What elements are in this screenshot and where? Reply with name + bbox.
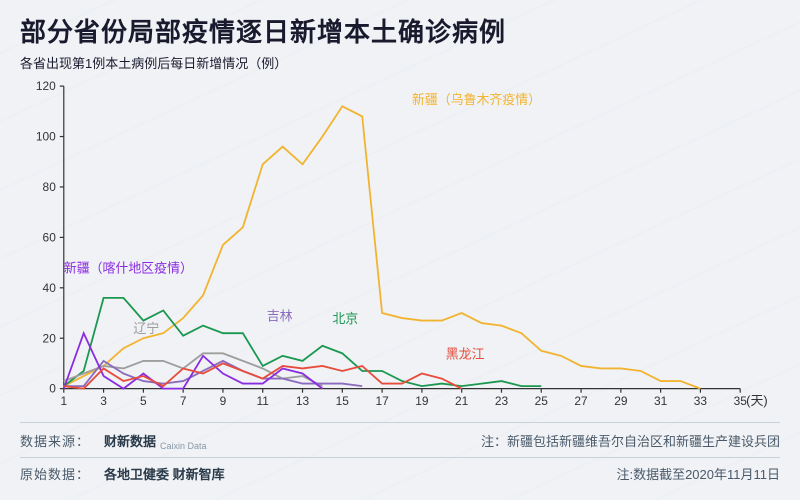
x-tick-label: 7: [180, 394, 187, 408]
series-xinjiang_urumqi: [64, 106, 701, 388]
x-tick-label: 35: [734, 394, 748, 408]
footer-note-2: 注:数据截至2020年11月11日: [616, 464, 780, 483]
chart-subtitle: 各省出现第1例本土病例后每日新增情况（例）: [0, 53, 800, 78]
y-tick-label: 80: [43, 180, 57, 194]
x-tick-label: 19: [415, 394, 429, 408]
source-sub: Caixin Data: [160, 441, 207, 451]
x-tick-label: 1: [60, 394, 67, 408]
chart-area: 0204060801001201357911131517192123252729…: [0, 78, 800, 413]
y-tick-label: 40: [43, 281, 57, 295]
x-tick-label: 27: [574, 394, 588, 408]
x-tick-label: 9: [220, 394, 227, 408]
footer-note-1: 注：新疆包括新疆维吾尔自治区和新疆生产建设兵团: [481, 431, 780, 450]
series-label-xinjiang_kashgar: 新疆（喀什地区疫情）: [64, 261, 193, 276]
line-chart: 0204060801001201357911131517192123252729…: [24, 78, 780, 413]
x-tick-label: 21: [455, 394, 469, 408]
series-heilongjiang: [64, 363, 462, 388]
y-tick-label: 20: [43, 331, 57, 345]
series-label-jilin: 吉林: [267, 308, 293, 323]
footer: 数据来源： 财新数据 Caixin Data 注：新疆包括新疆维吾尔自治区和新疆…: [0, 413, 800, 500]
chart-title: 部分省份局部疫情逐日新增本土确诊病例: [0, 0, 800, 53]
x-tick-label: 29: [614, 394, 628, 408]
x-tick-label: 31: [654, 394, 668, 408]
raw-label: 原始数据：: [20, 464, 90, 483]
x-tick-label: 11: [257, 394, 270, 408]
series-label-beijing: 北京: [332, 311, 358, 326]
x-tick-label: 25: [535, 394, 549, 408]
x-tick-label: 15: [336, 394, 350, 408]
y-tick-label: 60: [43, 230, 57, 244]
x-tick-label: 3: [100, 394, 107, 408]
y-tick-label: 100: [36, 129, 56, 143]
x-tick-label: 13: [296, 394, 310, 408]
series-label-heilongjiang: 黑龙江: [446, 346, 485, 361]
x-unit-label: (天): [746, 393, 768, 408]
x-tick-label: 23: [495, 394, 509, 408]
raw-value: 各地卫健委 财新智库: [104, 464, 225, 483]
x-tick-label: 17: [375, 394, 389, 408]
y-tick-label: 120: [36, 79, 56, 93]
series-label-xinjiang_urumqi: 新疆（乌鲁木齐疫情）: [412, 92, 541, 107]
source-value: 财新数据: [104, 431, 156, 450]
x-tick-label: 5: [140, 394, 147, 408]
y-tick-label: 0: [49, 382, 56, 396]
x-tick-label: 33: [694, 394, 708, 408]
source-label: 数据来源：: [20, 431, 90, 450]
series-label-liaoning: 辽宁: [133, 321, 159, 336]
